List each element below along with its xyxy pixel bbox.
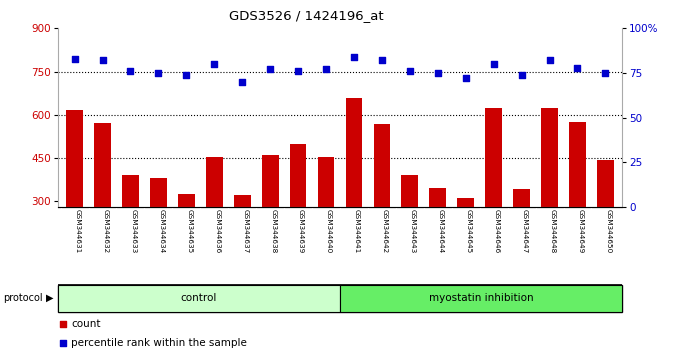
- Bar: [290, 144, 307, 207]
- Text: GSM344636: GSM344636: [214, 210, 220, 254]
- Bar: [122, 175, 139, 207]
- Text: GDS3526 / 1424196_at: GDS3526 / 1424196_at: [228, 9, 384, 22]
- Text: GSM344635: GSM344635: [186, 210, 192, 254]
- Point: [488, 61, 499, 67]
- Text: myostatin inhibition: myostatin inhibition: [429, 293, 533, 303]
- Text: GSM344645: GSM344645: [466, 210, 472, 254]
- Point: [349, 54, 360, 60]
- Text: GSM344649: GSM344649: [577, 210, 583, 254]
- Point: [432, 70, 443, 76]
- Bar: [94, 123, 111, 207]
- Bar: [178, 194, 194, 207]
- Bar: [486, 108, 502, 207]
- Bar: [569, 122, 586, 207]
- Text: GSM344633: GSM344633: [131, 210, 137, 254]
- Text: GSM344638: GSM344638: [270, 210, 276, 254]
- Text: GSM344632: GSM344632: [103, 210, 109, 254]
- Bar: [429, 188, 446, 207]
- Bar: [458, 198, 474, 207]
- Point: [265, 67, 275, 72]
- Point: [460, 75, 471, 81]
- Text: GSM344634: GSM344634: [158, 210, 165, 254]
- Bar: [206, 156, 222, 207]
- Point: [269, 266, 279, 271]
- Bar: [318, 158, 335, 207]
- Point: [544, 58, 555, 63]
- Text: control: control: [181, 293, 217, 303]
- Point: [237, 79, 248, 85]
- Point: [125, 68, 136, 74]
- Text: ▶: ▶: [46, 293, 54, 303]
- Text: count: count: [71, 319, 101, 329]
- Text: GSM344640: GSM344640: [326, 210, 332, 254]
- Bar: [401, 175, 418, 207]
- Bar: [262, 155, 279, 207]
- Text: GSM344641: GSM344641: [354, 210, 360, 254]
- Point: [97, 58, 108, 63]
- Text: GSM344642: GSM344642: [382, 210, 388, 254]
- Text: GSM344646: GSM344646: [494, 210, 500, 254]
- Point: [209, 61, 220, 67]
- Text: GSM344643: GSM344643: [410, 210, 416, 254]
- Bar: [597, 160, 614, 207]
- Bar: [345, 97, 362, 207]
- Bar: [58, 285, 340, 312]
- Point: [181, 72, 192, 78]
- Point: [600, 70, 611, 76]
- Text: GSM344644: GSM344644: [438, 210, 444, 254]
- Bar: [66, 110, 83, 207]
- Bar: [150, 178, 167, 207]
- Point: [320, 67, 331, 72]
- Text: GSM344647: GSM344647: [522, 210, 528, 254]
- Point: [516, 72, 527, 78]
- Point: [269, 88, 279, 94]
- Point: [69, 56, 80, 62]
- Text: percentile rank within the sample: percentile rank within the sample: [71, 338, 248, 348]
- Point: [292, 68, 303, 74]
- Text: GSM344639: GSM344639: [298, 210, 304, 254]
- Text: GSM344648: GSM344648: [549, 210, 556, 254]
- Text: GSM344637: GSM344637: [242, 210, 248, 254]
- Point: [153, 70, 164, 76]
- Bar: [234, 195, 251, 207]
- Text: GSM344631: GSM344631: [75, 210, 80, 254]
- Bar: [541, 108, 558, 207]
- Bar: [373, 124, 390, 207]
- Text: GSM344650: GSM344650: [605, 210, 611, 254]
- Point: [572, 65, 583, 70]
- Bar: [513, 189, 530, 207]
- Bar: [340, 285, 622, 312]
- Point: [405, 68, 415, 74]
- Point: [377, 58, 388, 63]
- Text: protocol: protocol: [3, 293, 43, 303]
